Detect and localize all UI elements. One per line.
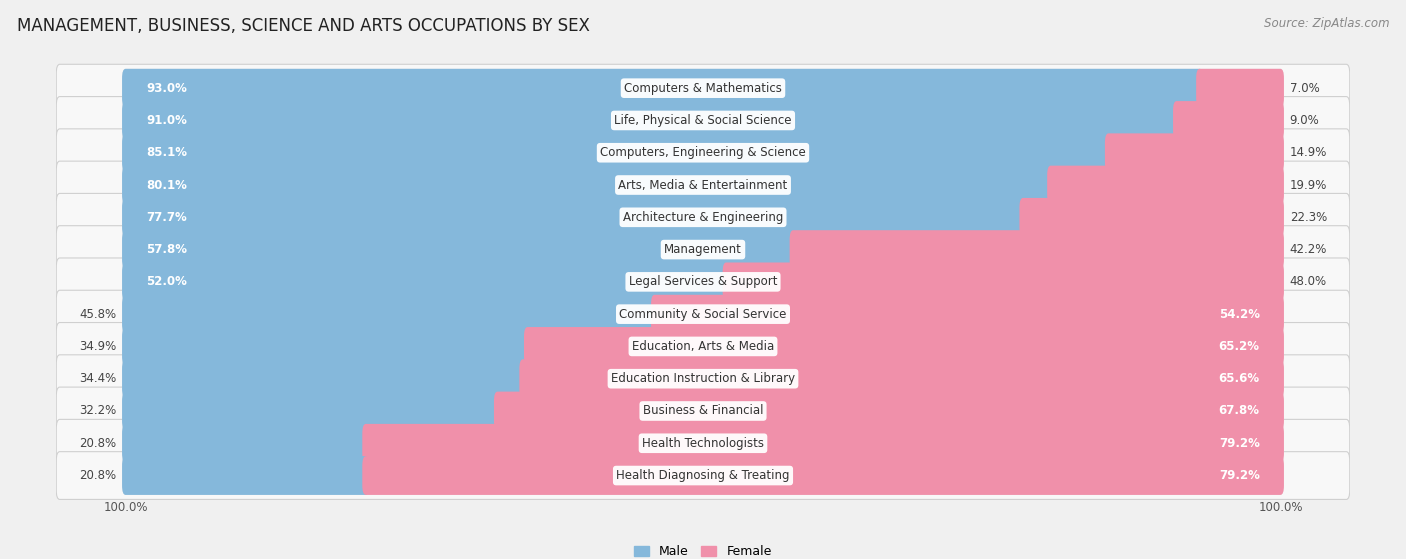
- Text: 7.0%: 7.0%: [1289, 82, 1319, 94]
- Text: Health Diagnosing & Treating: Health Diagnosing & Treating: [616, 469, 790, 482]
- FancyBboxPatch shape: [519, 359, 1284, 398]
- FancyBboxPatch shape: [56, 64, 1350, 112]
- Text: 54.2%: 54.2%: [1219, 307, 1260, 321]
- Text: Community & Social Service: Community & Social Service: [619, 307, 787, 321]
- Text: 67.8%: 67.8%: [1219, 405, 1260, 418]
- FancyBboxPatch shape: [122, 101, 1284, 140]
- FancyBboxPatch shape: [122, 327, 1284, 366]
- Text: 93.0%: 93.0%: [146, 82, 187, 94]
- Text: 20.8%: 20.8%: [79, 437, 117, 450]
- Legend: Male, Female: Male, Female: [630, 540, 776, 559]
- Text: 45.8%: 45.8%: [79, 307, 117, 321]
- FancyBboxPatch shape: [122, 392, 501, 430]
- FancyBboxPatch shape: [56, 129, 1350, 177]
- Text: 80.1%: 80.1%: [146, 178, 187, 192]
- Text: 32.2%: 32.2%: [79, 405, 117, 418]
- FancyBboxPatch shape: [122, 101, 1180, 140]
- Text: 85.1%: 85.1%: [146, 146, 187, 159]
- Text: 65.2%: 65.2%: [1219, 340, 1260, 353]
- FancyBboxPatch shape: [524, 327, 1284, 366]
- Text: 20.8%: 20.8%: [79, 469, 117, 482]
- FancyBboxPatch shape: [122, 69, 1204, 107]
- Text: Arts, Media & Entertainment: Arts, Media & Entertainment: [619, 178, 787, 192]
- FancyBboxPatch shape: [56, 161, 1350, 209]
- FancyBboxPatch shape: [122, 359, 1284, 398]
- FancyBboxPatch shape: [56, 387, 1350, 435]
- Text: Source: ZipAtlas.com: Source: ZipAtlas.com: [1264, 17, 1389, 30]
- FancyBboxPatch shape: [122, 359, 526, 398]
- Text: 79.2%: 79.2%: [1219, 469, 1260, 482]
- Text: 22.3%: 22.3%: [1289, 211, 1327, 224]
- FancyBboxPatch shape: [122, 230, 797, 269]
- FancyBboxPatch shape: [122, 392, 1284, 430]
- Text: 48.0%: 48.0%: [1289, 276, 1327, 288]
- Text: 100.0%: 100.0%: [103, 501, 148, 514]
- FancyBboxPatch shape: [56, 355, 1350, 402]
- Text: 77.7%: 77.7%: [146, 211, 187, 224]
- FancyBboxPatch shape: [122, 263, 1284, 301]
- Text: Legal Services & Support: Legal Services & Support: [628, 276, 778, 288]
- Text: 79.2%: 79.2%: [1219, 437, 1260, 450]
- FancyBboxPatch shape: [1105, 134, 1284, 172]
- FancyBboxPatch shape: [56, 452, 1350, 499]
- FancyBboxPatch shape: [1173, 101, 1284, 140]
- FancyBboxPatch shape: [122, 230, 1284, 269]
- Text: 14.9%: 14.9%: [1289, 146, 1327, 159]
- FancyBboxPatch shape: [122, 165, 1284, 205]
- FancyBboxPatch shape: [122, 198, 1284, 236]
- FancyBboxPatch shape: [122, 327, 531, 366]
- FancyBboxPatch shape: [122, 134, 1112, 172]
- FancyBboxPatch shape: [56, 290, 1350, 338]
- FancyBboxPatch shape: [122, 198, 1026, 236]
- FancyBboxPatch shape: [122, 295, 1284, 334]
- FancyBboxPatch shape: [122, 263, 730, 301]
- FancyBboxPatch shape: [1019, 198, 1284, 236]
- Text: Computers & Mathematics: Computers & Mathematics: [624, 82, 782, 94]
- FancyBboxPatch shape: [122, 165, 1054, 205]
- Text: 34.4%: 34.4%: [79, 372, 117, 385]
- Text: Life, Physical & Social Science: Life, Physical & Social Science: [614, 114, 792, 127]
- FancyBboxPatch shape: [56, 258, 1350, 306]
- Text: Architecture & Engineering: Architecture & Engineering: [623, 211, 783, 224]
- Text: 52.0%: 52.0%: [146, 276, 187, 288]
- FancyBboxPatch shape: [122, 424, 1284, 463]
- Text: 65.6%: 65.6%: [1219, 372, 1260, 385]
- FancyBboxPatch shape: [363, 456, 1284, 495]
- FancyBboxPatch shape: [56, 97, 1350, 144]
- Text: 9.0%: 9.0%: [1289, 114, 1319, 127]
- FancyBboxPatch shape: [723, 263, 1284, 301]
- FancyBboxPatch shape: [363, 424, 1284, 463]
- Text: 34.9%: 34.9%: [79, 340, 117, 353]
- FancyBboxPatch shape: [122, 295, 658, 334]
- Text: 100.0%: 100.0%: [1258, 501, 1303, 514]
- FancyBboxPatch shape: [56, 193, 1350, 241]
- FancyBboxPatch shape: [651, 295, 1284, 334]
- FancyBboxPatch shape: [1197, 69, 1284, 107]
- Text: Education Instruction & Library: Education Instruction & Library: [612, 372, 794, 385]
- Text: 42.2%: 42.2%: [1289, 243, 1327, 256]
- Text: Computers, Engineering & Science: Computers, Engineering & Science: [600, 146, 806, 159]
- Text: Health Technologists: Health Technologists: [643, 437, 763, 450]
- FancyBboxPatch shape: [122, 69, 1284, 107]
- Text: Education, Arts & Media: Education, Arts & Media: [631, 340, 775, 353]
- Text: Management: Management: [664, 243, 742, 256]
- Text: MANAGEMENT, BUSINESS, SCIENCE AND ARTS OCCUPATIONS BY SEX: MANAGEMENT, BUSINESS, SCIENCE AND ARTS O…: [17, 17, 589, 35]
- FancyBboxPatch shape: [56, 323, 1350, 370]
- FancyBboxPatch shape: [56, 419, 1350, 467]
- FancyBboxPatch shape: [122, 456, 370, 495]
- FancyBboxPatch shape: [122, 134, 1284, 172]
- FancyBboxPatch shape: [1047, 165, 1284, 205]
- Text: 91.0%: 91.0%: [146, 114, 187, 127]
- Text: 19.9%: 19.9%: [1289, 178, 1327, 192]
- FancyBboxPatch shape: [494, 392, 1284, 430]
- FancyBboxPatch shape: [122, 424, 370, 463]
- FancyBboxPatch shape: [790, 230, 1284, 269]
- FancyBboxPatch shape: [56, 226, 1350, 273]
- Text: 57.8%: 57.8%: [146, 243, 187, 256]
- Text: Business & Financial: Business & Financial: [643, 405, 763, 418]
- FancyBboxPatch shape: [122, 456, 1284, 495]
